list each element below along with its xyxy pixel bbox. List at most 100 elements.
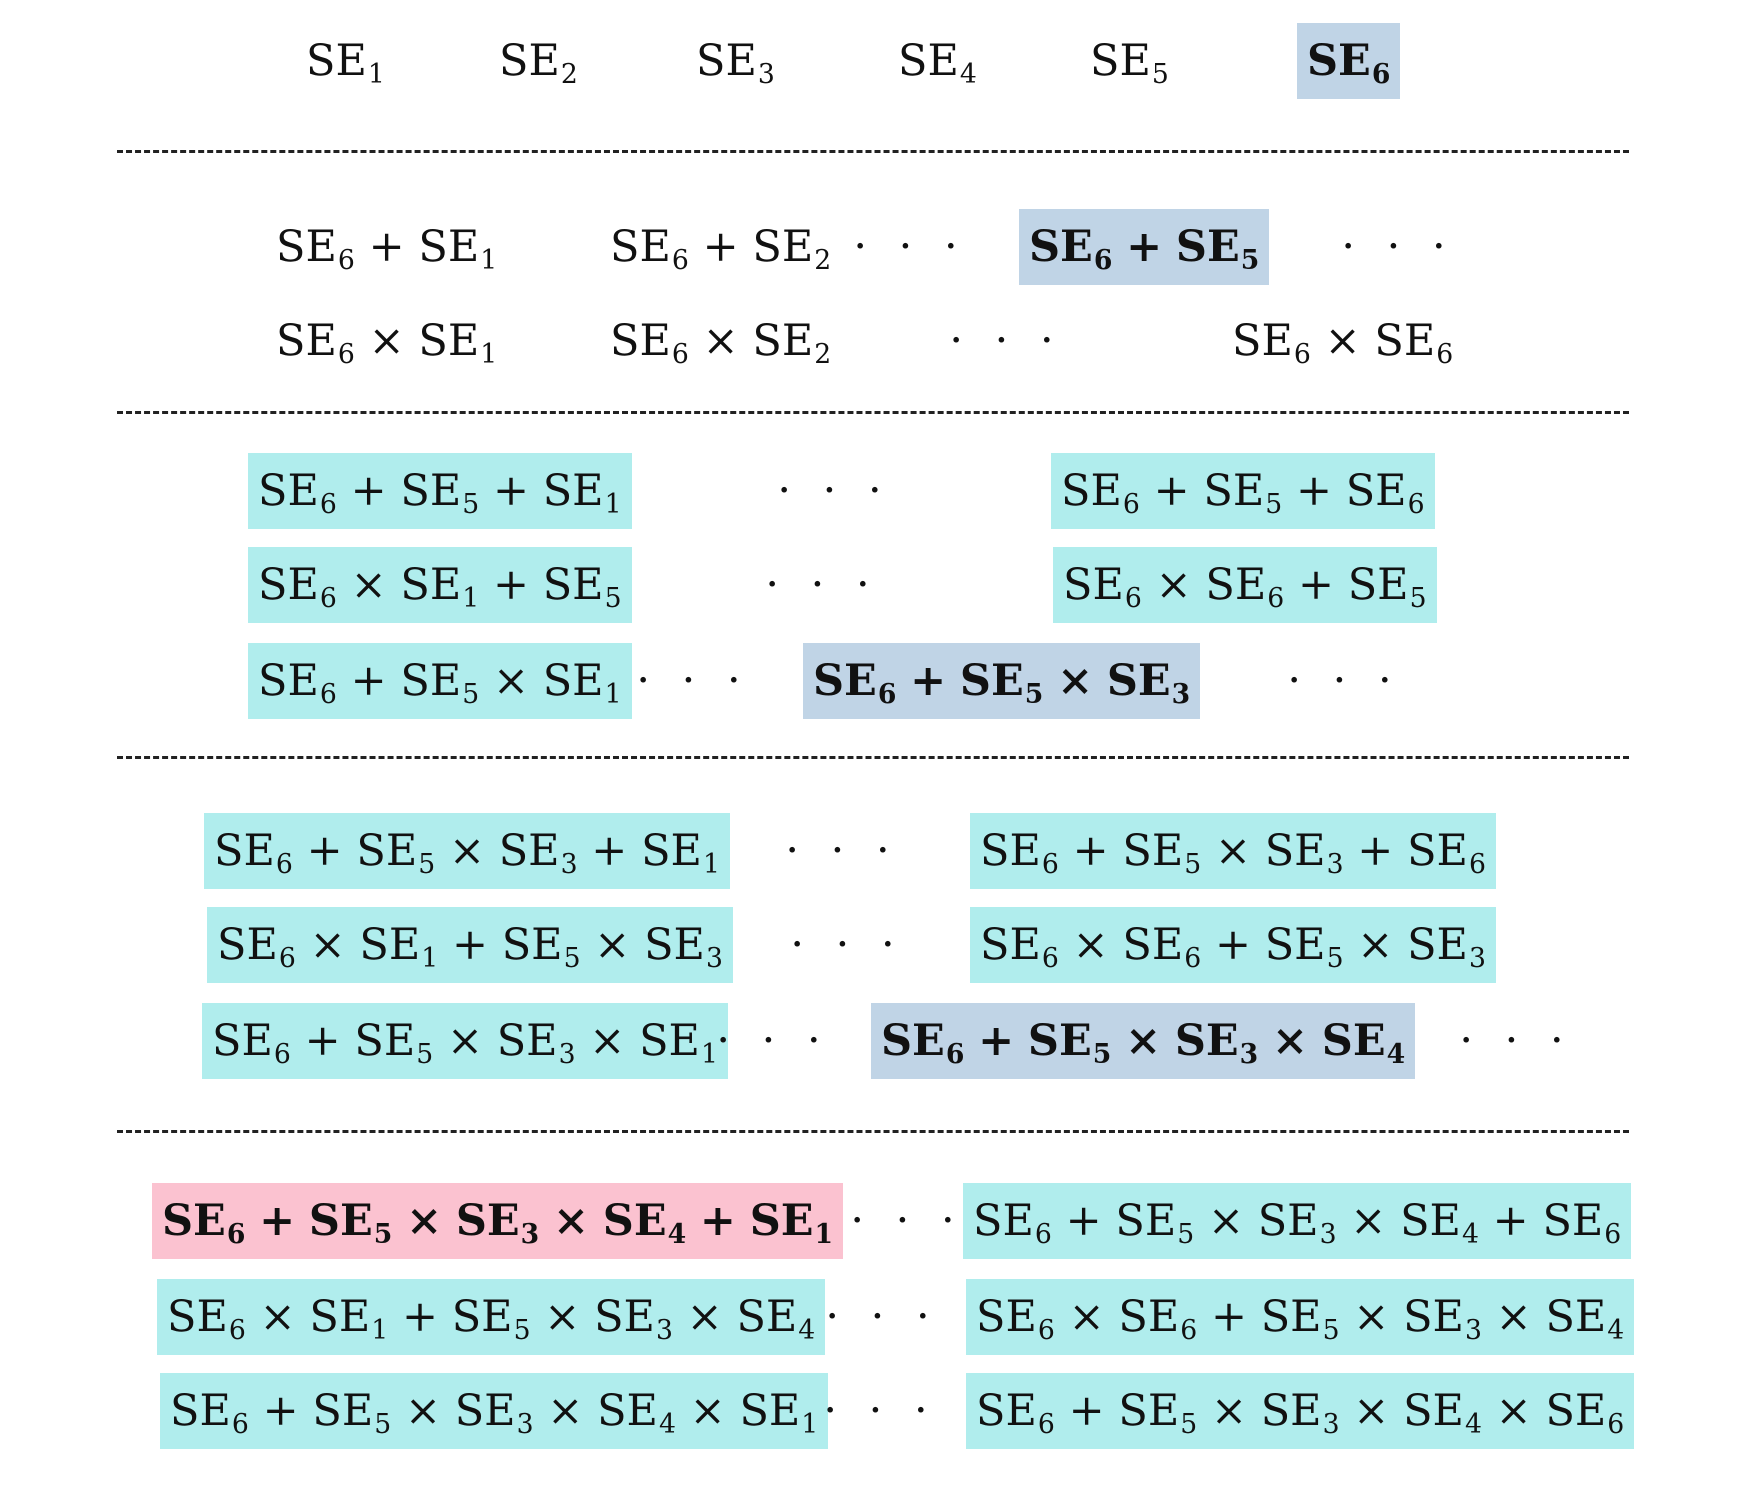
times-operator: × xyxy=(1068,1291,1105,1342)
search-element-index: 3 xyxy=(1319,1219,1337,1251)
search-element-index: 1 xyxy=(604,489,622,521)
search-element: SE6 xyxy=(1061,469,1140,518)
search-element: SE6 xyxy=(976,1389,1055,1438)
search-element-index: 6 xyxy=(877,679,897,711)
times-operator: × xyxy=(552,1195,590,1246)
search-element-index: 6 xyxy=(275,849,293,881)
search-element-symbol: SE xyxy=(736,1291,798,1342)
search-element-index: 3 xyxy=(1326,849,1344,881)
search-element-index: 5 xyxy=(462,489,480,521)
search-element: SE1 xyxy=(750,1199,833,1248)
search-element-index: 5 xyxy=(462,679,480,711)
search-element-symbol: SE xyxy=(170,1385,231,1436)
search-element: SE5 xyxy=(960,659,1043,708)
search-element-symbol: SE xyxy=(1403,1385,1464,1436)
stage-separator xyxy=(117,411,1629,414)
search-element: SE6 xyxy=(276,225,355,274)
plus-operator: + xyxy=(368,221,405,272)
search-element-symbol: SE xyxy=(418,315,480,366)
ellipsis: · · · xyxy=(636,655,750,706)
search-element-symbol: SE xyxy=(1061,465,1122,516)
search-element: SE6 xyxy=(167,1295,246,1344)
expression: SE6 + SE2 xyxy=(600,209,841,285)
search-element: SE4 xyxy=(736,1295,815,1344)
search-element-symbol: SE xyxy=(602,1195,667,1246)
search-element: SE1 xyxy=(359,923,438,972)
search-element-symbol: SE xyxy=(976,1385,1037,1436)
search-element-symbol: SE xyxy=(1347,559,1409,610)
plus-operator: + xyxy=(1126,221,1163,272)
search-element-symbol: SE xyxy=(258,465,319,516)
search-element-index: 3 xyxy=(1171,679,1191,711)
search-element: SE3 xyxy=(1107,659,1190,708)
search-element: SE6 xyxy=(1545,1389,1624,1438)
search-element: SE5 xyxy=(1090,39,1169,88)
search-element-symbol: SE xyxy=(813,655,877,706)
search-element: SE2 xyxy=(499,39,578,88)
search-element-index: 6 xyxy=(1604,1219,1622,1251)
times-operator: × xyxy=(1210,1385,1247,1436)
search-element: SE5 xyxy=(312,1389,391,1438)
search-element: SE5 xyxy=(502,923,581,972)
search-element: SE6 xyxy=(276,319,355,368)
stage-separator xyxy=(117,150,1629,153)
search-element-symbol: SE xyxy=(976,1291,1037,1342)
search-element-symbol: SE xyxy=(451,1291,513,1342)
plus-operator: + xyxy=(1065,1195,1102,1246)
candidate-expression: SE6 + SE5 × SE3 × SE4 × SE6 xyxy=(966,1373,1635,1449)
search-element-index: 6 xyxy=(1267,583,1285,615)
search-element-symbol: SE xyxy=(594,1291,655,1342)
search-element: SE4 xyxy=(603,1199,686,1248)
search-element: SE6 xyxy=(1307,39,1390,88)
search-element-symbol: SE xyxy=(542,465,604,516)
search-element-symbol: SE xyxy=(1029,221,1093,272)
search-element: SE4 xyxy=(898,39,977,88)
times-operator: × xyxy=(1357,919,1394,970)
search-element-symbol: SE xyxy=(306,35,367,86)
search-element-index: 5 xyxy=(418,849,436,881)
search-element-symbol: SE xyxy=(162,1195,226,1246)
search-element-index: 5 xyxy=(1092,1039,1112,1071)
search-element-index: 2 xyxy=(814,339,832,371)
search-element-symbol: SE xyxy=(1027,1015,1092,1066)
times-operator: × xyxy=(259,1291,296,1342)
search-element-index: 6 xyxy=(278,943,296,975)
times-operator: × xyxy=(1057,655,1094,706)
search-element: SE6 xyxy=(217,923,296,972)
search-element-index: 6 xyxy=(319,489,337,521)
search-element: SE2 xyxy=(752,319,831,368)
stage-separator xyxy=(117,756,1629,759)
search-element: SE2 xyxy=(752,225,831,274)
search-element-symbol: SE xyxy=(752,221,814,272)
search-element-symbol: SE xyxy=(1545,1291,1607,1342)
expression: SE1 xyxy=(296,23,395,99)
search-element-index: 5 xyxy=(1265,489,1283,521)
search-element: SE3 xyxy=(1261,1389,1340,1438)
search-element-symbol: SE xyxy=(542,655,604,706)
plus-operator: + xyxy=(1068,1385,1105,1436)
plus-operator: + xyxy=(910,655,947,706)
candidate-expression: SE6 + SE5 × SE1 xyxy=(248,643,632,719)
search-element-index: 6 xyxy=(1468,849,1486,881)
search-element-symbol: SE xyxy=(644,919,705,970)
search-element: SE6 xyxy=(980,923,1059,972)
ellipsis: · · · xyxy=(765,559,879,610)
candidate-expression: SE6 × SE1 + SE5 × SE3 × SE4 xyxy=(157,1279,826,1355)
search-element-symbol: SE xyxy=(1307,35,1371,86)
times-operator: × xyxy=(689,1385,726,1436)
search-element-index: 3 xyxy=(560,849,578,881)
search-element-symbol: SE xyxy=(354,1015,416,1066)
search-element: SE5 xyxy=(1348,563,1427,612)
search-element-symbol: SE xyxy=(542,559,604,610)
search-element: SE6 xyxy=(258,563,337,612)
search-element-symbol: SE xyxy=(1090,35,1151,86)
times-operator: × xyxy=(1324,315,1361,366)
search-element-index: 6 xyxy=(1037,1409,1055,1441)
selected-expression: SE6 + SE5 xyxy=(1019,209,1270,285)
search-element: SE6 xyxy=(1029,225,1112,274)
search-element-index: 6 xyxy=(1607,1409,1625,1441)
search-element-index: 6 xyxy=(671,245,689,277)
search-element-symbol: SE xyxy=(400,465,462,516)
candidate-expression: SE6 + SE5 × SE3 + SE6 xyxy=(970,813,1496,889)
ellipsis: · · · xyxy=(777,465,891,516)
